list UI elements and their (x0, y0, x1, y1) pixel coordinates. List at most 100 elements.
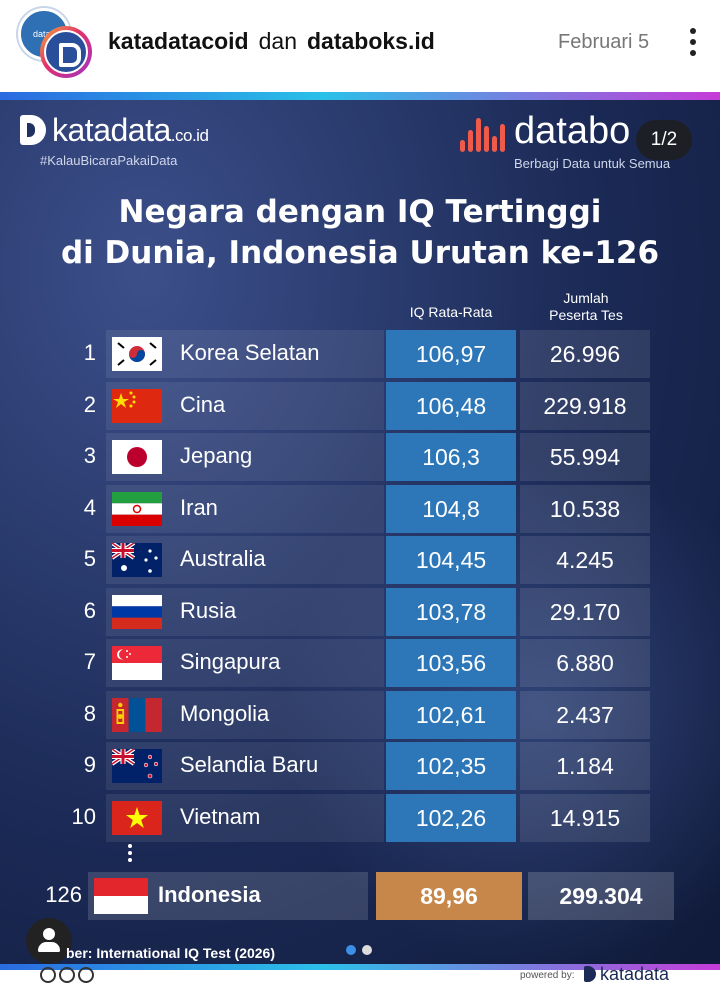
south-korea-flag-icon (112, 337, 162, 371)
column-header-tes: Jumlah Peserta Tes (522, 290, 650, 324)
country-name: Selandia Baru (180, 752, 319, 777)
country-cell: Korea Selatan (106, 330, 384, 378)
china-flag-icon (112, 388, 162, 423)
rank-number: 10 (71, 803, 96, 829)
databoks-wave-icon (460, 116, 508, 156)
rank-number: 5 (83, 546, 96, 571)
country-cell: Jepang (106, 433, 384, 481)
country-name: Iran (180, 494, 218, 520)
new-zealand-flag-icon (112, 749, 162, 783)
country-name: Indonesia (158, 882, 261, 907)
rank-number: 4 (83, 494, 96, 520)
infographic-title: Negara dengan IQ Tertinggi di Dunia, Ind… (0, 192, 720, 274)
country-cell: Cina (106, 381, 384, 430)
iran-flag-icon (112, 491, 162, 526)
rank-number: 9 (83, 752, 96, 777)
country-cell: Indonesia (88, 872, 368, 920)
country-name: Australia (180, 546, 266, 571)
participants-value: 26.996 (520, 330, 650, 378)
country-name: Mongolia (180, 700, 270, 726)
table-row: 7 Singapura 103,56 6.880 (0, 639, 720, 689)
table-row: 5 Australia 104,45 4.245 (0, 536, 720, 586)
post-owners: katadatacoid dan databoks.id (108, 28, 435, 55)
country-name: Singapura (180, 649, 281, 674)
indonesia-flag-icon (94, 878, 148, 914)
powered-by-label: powered by: (520, 970, 575, 981)
mongolia-flag-icon (112, 697, 162, 732)
powered-by-brand: katadata (584, 964, 669, 985)
title-line-2: di Dunia, Indonesia Urutan ke-126 (60, 235, 660, 271)
katadata-wordmark: katadata.co.id (52, 112, 209, 149)
katadata-avatar[interactable] (40, 26, 92, 78)
country-name: Korea Selatan (180, 340, 320, 365)
rank-number: 3 (83, 443, 96, 468)
country-cell: Selandia Baru (106, 742, 384, 790)
iq-value: 89,96 (376, 872, 522, 920)
footer-strip (0, 990, 720, 1001)
creative-commons-icon (40, 967, 97, 987)
country-cell: Mongolia (106, 690, 384, 739)
table-row: 8 Mongolia 102,61 2.437 (0, 690, 720, 741)
avatar-text: datab (33, 29, 56, 39)
katadata-mark-icon (20, 115, 46, 145)
infographic-footer (0, 964, 720, 990)
ellipsis-icon (128, 844, 134, 865)
vietnam-flag-icon (112, 800, 162, 835)
singapore-flag-icon (112, 646, 162, 680)
iq-value: 102,26 (386, 793, 516, 842)
rank-number: 8 (83, 700, 96, 726)
country-name: Jepang (180, 443, 253, 468)
owner-link-databoks[interactable]: databoks.id (306, 28, 435, 54)
table-row: 6 Rusia 103,78 29.170 (0, 587, 720, 638)
participants-value: 1.184 (520, 742, 650, 790)
source-note: ber: International IQ Test (2026) (66, 945, 276, 961)
iq-value: 106,3 (386, 433, 516, 481)
table-row: 2 Cina 106,48 229.918 (0, 381, 720, 432)
slide-counter: 1/2 (636, 120, 692, 160)
participants-value: 299.304 (528, 872, 674, 920)
participants-value: 29.170 (520, 587, 650, 636)
katadata-mark-icon (584, 966, 596, 982)
table-row-indonesia: 126 Indonesia 89,96 299.304 (0, 872, 720, 922)
katadata-suffix: .co.id (170, 126, 209, 145)
table-row: 1 Korea Selatan 106,97 26.996 (0, 330, 720, 380)
participants-value: 55.994 (520, 433, 650, 481)
more-vertical-icon[interactable] (686, 28, 700, 64)
participants-value: 14.915 (520, 793, 650, 842)
rank-number: 126 (45, 882, 82, 907)
country-cell: Vietnam (106, 793, 384, 842)
iq-value: 104,8 (386, 484, 516, 533)
katadata-tagline: #KalauBicaraPakaiData (40, 153, 178, 168)
country-cell: Rusia (106, 587, 384, 636)
iq-value: 106,48 (386, 381, 516, 430)
australia-flag-icon (112, 543, 162, 577)
column-header-tes-line1: Jumlah (563, 290, 609, 306)
iq-value: 102,61 (386, 690, 516, 739)
participants-value: 4.245 (520, 536, 650, 584)
post-header: datab katadatacoid dan databoks.id Februar… (0, 0, 720, 92)
participants-value: 10.538 (520, 484, 650, 533)
owner-link-katadatacoid[interactable]: katadatacoid (108, 28, 249, 54)
russia-flag-icon (112, 594, 162, 629)
carousel-indicator (346, 945, 378, 957)
rank-number: 6 (83, 597, 96, 623)
table-row: 3 Jepang 106,3 55.994 (0, 433, 720, 483)
page-dot-active (346, 945, 356, 955)
iq-value: 103,56 (386, 639, 516, 687)
rank-number: 7 (83, 649, 96, 674)
country-name: Vietnam (180, 803, 261, 829)
participants-value: 229.918 (520, 381, 650, 430)
country-cell: Iran (106, 484, 384, 533)
infographic-image[interactable]: katadata.co.id #KalauBicaraPakaiData dat… (0, 92, 720, 990)
iq-value: 104,45 (386, 536, 516, 584)
katadata-logo-icon (44, 30, 88, 74)
katadata-brand: katadata (52, 112, 171, 148)
tagged-user-icon[interactable] (26, 918, 72, 964)
page-dot (362, 945, 372, 955)
table-row: 9 Selandia Baru 102,35 1.184 (0, 742, 720, 792)
country-cell: Singapura (106, 639, 384, 687)
participants-value: 6.880 (520, 639, 650, 687)
participants-value: 2.437 (520, 690, 650, 739)
iq-value: 103,78 (386, 587, 516, 636)
iq-value: 102,35 (386, 742, 516, 790)
